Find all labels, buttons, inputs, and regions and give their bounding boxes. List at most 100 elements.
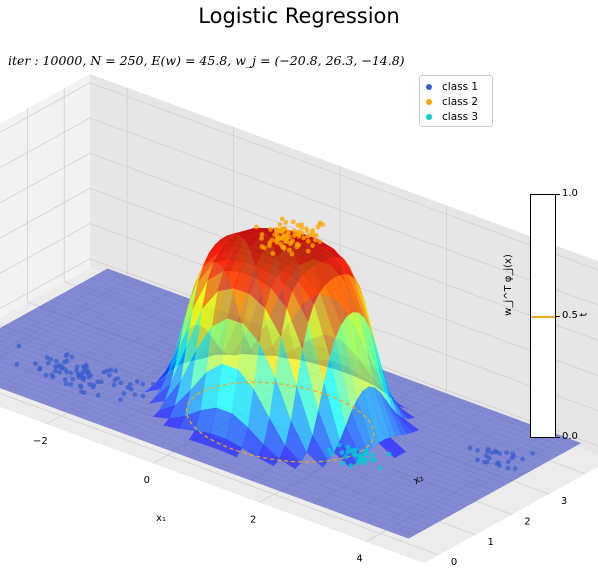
class-1-point bbox=[81, 390, 87, 396]
class-1-point bbox=[86, 374, 92, 380]
class-1-point bbox=[510, 451, 516, 457]
legend-item-class-3: class 3 bbox=[426, 110, 478, 124]
class-1-point bbox=[530, 450, 536, 456]
legend-item-class-1: class 1 bbox=[426, 80, 478, 94]
class-1-point bbox=[118, 397, 124, 403]
colorbar-level-line bbox=[531, 316, 555, 318]
class-1-point bbox=[50, 374, 56, 380]
class-1-point bbox=[70, 376, 76, 382]
surface-facet bbox=[490, 475, 513, 485]
class-2-point bbox=[301, 235, 307, 241]
class-1-point bbox=[14, 362, 20, 367]
class-1-point bbox=[78, 384, 84, 390]
class-1-point bbox=[475, 457, 480, 463]
colorbar-tickmark bbox=[556, 194, 560, 195]
class-3-point bbox=[326, 447, 332, 453]
class-2-point bbox=[312, 237, 318, 243]
class-1-point bbox=[48, 356, 54, 362]
grid-line bbox=[0, 223, 91, 274]
class-1-point bbox=[486, 455, 492, 461]
class-1-point bbox=[132, 392, 138, 397]
class-3-point bbox=[339, 450, 345, 455]
class-3-point bbox=[343, 454, 349, 460]
class-1-point bbox=[68, 370, 74, 376]
class-2-point bbox=[259, 244, 265, 250]
class-3-point bbox=[336, 442, 342, 448]
grid-line bbox=[0, 152, 91, 204]
class-3-point bbox=[361, 460, 367, 466]
class-2-point bbox=[281, 226, 287, 232]
class-1-point bbox=[83, 362, 89, 368]
surface-facet bbox=[444, 500, 467, 511]
colorbar-tick-label: 1.0 bbox=[562, 188, 578, 199]
legend-label: class 1 bbox=[442, 81, 479, 93]
class-2-point bbox=[279, 244, 285, 250]
class-1-point bbox=[140, 393, 146, 399]
class-1-point bbox=[111, 382, 117, 388]
class-3-point bbox=[345, 444, 351, 450]
surface-facet bbox=[472, 484, 496, 495]
class-2-point bbox=[259, 232, 265, 237]
y-tick-label: 1 bbox=[488, 537, 494, 548]
class-2-point bbox=[310, 243, 315, 248]
legend-item-class-2: class 2 bbox=[426, 95, 478, 109]
x-tick-label: 0 bbox=[144, 475, 150, 486]
class-1-point bbox=[44, 355, 50, 360]
surface-facet bbox=[449, 497, 473, 507]
class-3-point bbox=[352, 447, 358, 453]
x-axis-label: x₁ bbox=[156, 513, 166, 524]
class-2-point bbox=[279, 216, 285, 222]
left-pane bbox=[0, 73, 90, 318]
surface-facet bbox=[513, 462, 536, 472]
boundary-line bbox=[185, 381, 375, 463]
z-axis-label: w_j^T φ_j(x) bbox=[503, 254, 514, 316]
colorbar-tick-label: 0.5 bbox=[562, 310, 578, 321]
class-1-point bbox=[512, 466, 518, 472]
class-3-point bbox=[386, 451, 392, 457]
class-2-point bbox=[268, 227, 273, 232]
class-1-point bbox=[150, 381, 156, 387]
surface-facet bbox=[455, 494, 479, 504]
surface-facet bbox=[559, 437, 582, 447]
chart-title: Logistic Regression bbox=[198, 4, 400, 28]
class-1-point bbox=[85, 368, 91, 374]
surface-facet bbox=[392, 529, 415, 539]
class-1-point bbox=[504, 450, 509, 456]
grid-line bbox=[89, 117, 598, 306]
class-2-point bbox=[305, 233, 311, 239]
class-2-point bbox=[270, 251, 276, 256]
grid-line bbox=[0, 188, 91, 239]
class-3-point bbox=[329, 451, 335, 457]
y-tick-label: 2 bbox=[524, 516, 530, 527]
class-2-point bbox=[285, 229, 291, 235]
grid-line bbox=[89, 82, 598, 271]
grid-line bbox=[0, 258, 91, 309]
class-1-point bbox=[95, 392, 101, 398]
class-3-point bbox=[349, 448, 354, 453]
colorbar-tickmark bbox=[556, 316, 560, 317]
surface-facet bbox=[421, 513, 444, 523]
class-1-point bbox=[45, 360, 51, 366]
class-3-point bbox=[362, 457, 368, 463]
class-1-point bbox=[57, 369, 63, 375]
legend-label: class 2 bbox=[442, 96, 479, 108]
class-1-point bbox=[475, 447, 480, 453]
x-tick-label: −2 bbox=[33, 436, 48, 447]
class-1-point bbox=[95, 379, 101, 385]
y-tick-label: 3 bbox=[561, 496, 567, 507]
surface-facet bbox=[541, 446, 565, 457]
class-1-point bbox=[467, 445, 473, 451]
class-1-point bbox=[16, 343, 22, 349]
class-1-point bbox=[87, 381, 93, 387]
class-1-point bbox=[43, 372, 49, 378]
class-2-point bbox=[289, 251, 295, 257]
surface-facet bbox=[478, 481, 502, 492]
class-1-point bbox=[128, 386, 134, 392]
surface-facet bbox=[432, 507, 456, 517]
class-1-point bbox=[63, 353, 69, 358]
class-2-point bbox=[290, 238, 295, 244]
class-1-point bbox=[37, 365, 43, 371]
grid-line bbox=[0, 117, 91, 169]
class-1-point bbox=[79, 373, 84, 379]
class-1-point bbox=[106, 372, 112, 378]
